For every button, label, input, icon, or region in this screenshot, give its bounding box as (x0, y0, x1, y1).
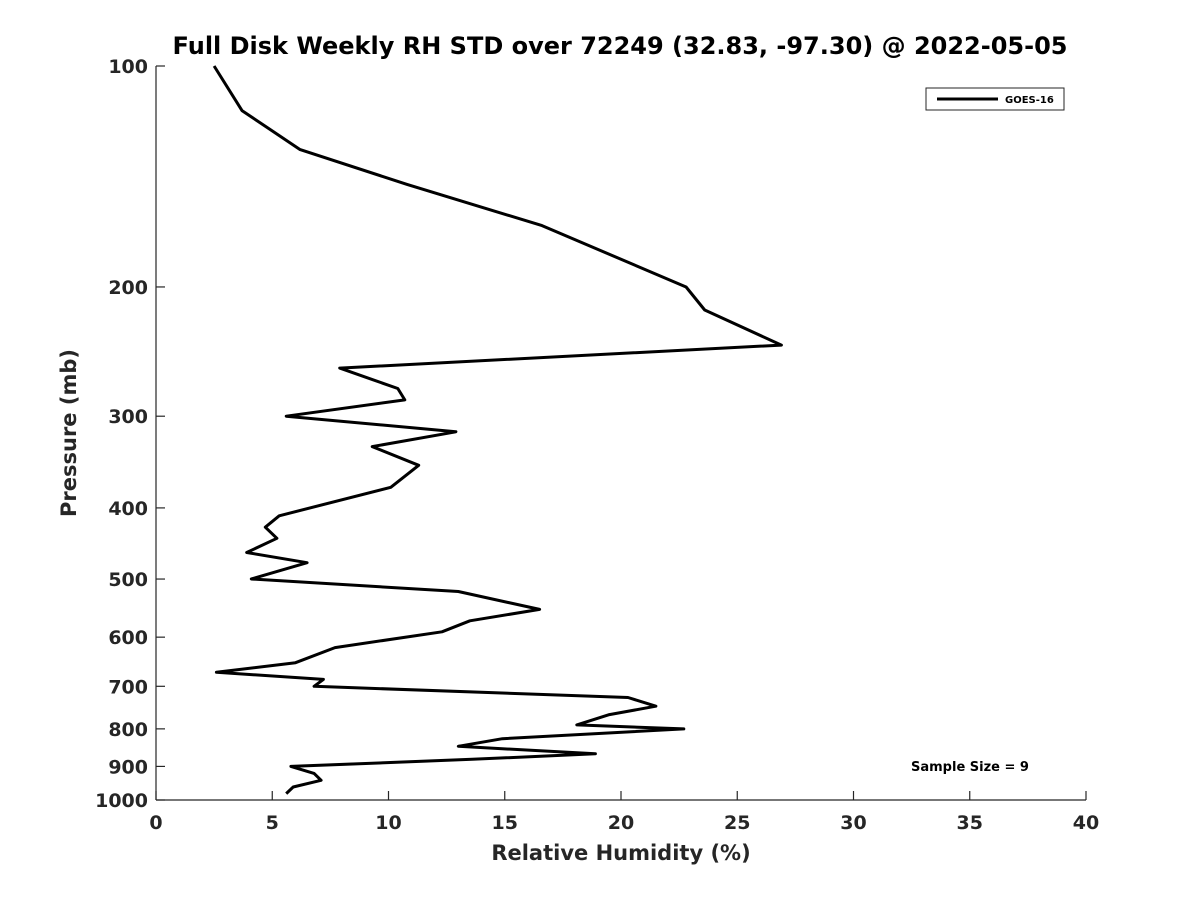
legend-label: GOES-16 (1005, 95, 1054, 106)
x-tick-label: 40 (1073, 812, 1099, 834)
y-tick-label: 700 (108, 676, 148, 698)
x-tick-label: 0 (149, 812, 162, 834)
x-tick-label: 15 (492, 812, 518, 834)
y-tick-label: 800 (108, 719, 148, 741)
chart-title: Full Disk Weekly RH STD over 72249 (32.8… (173, 32, 1068, 60)
y-tick-label: 200 (108, 277, 148, 299)
y-axis-label: Pressure (mb) (57, 349, 81, 517)
legend: GOES-16 (925, 87, 1065, 111)
y-tick-label: 100 (108, 56, 148, 78)
y-tick-label: 400 (108, 498, 148, 520)
y-tick-label: 500 (108, 569, 148, 591)
series-line-goes-16 (212, 65, 783, 795)
y-tick-label: 900 (108, 756, 148, 778)
x-tick-label: 35 (957, 812, 983, 834)
y-ticks: 100 200 300 400 500 600 700 800 900 1000 (95, 56, 165, 812)
x-ticks: 0 5 10 15 20 25 30 35 40 (149, 791, 1099, 834)
y-tick-label: 1000 (95, 790, 148, 812)
x-tick-label: 25 (724, 812, 750, 834)
x-tick-label: 20 (608, 812, 634, 834)
series-layer (212, 65, 783, 795)
y-tick-label: 300 (108, 406, 148, 428)
x-tick-label: 5 (266, 812, 279, 834)
x-tick-label: 30 (840, 812, 866, 834)
x-axis-label: Relative Humidity (%) (491, 841, 750, 865)
sample-size-annotation: Sample Size = 9 (911, 760, 1029, 775)
x-tick-label: 10 (375, 812, 401, 834)
y-tick-label: 600 (108, 627, 148, 649)
